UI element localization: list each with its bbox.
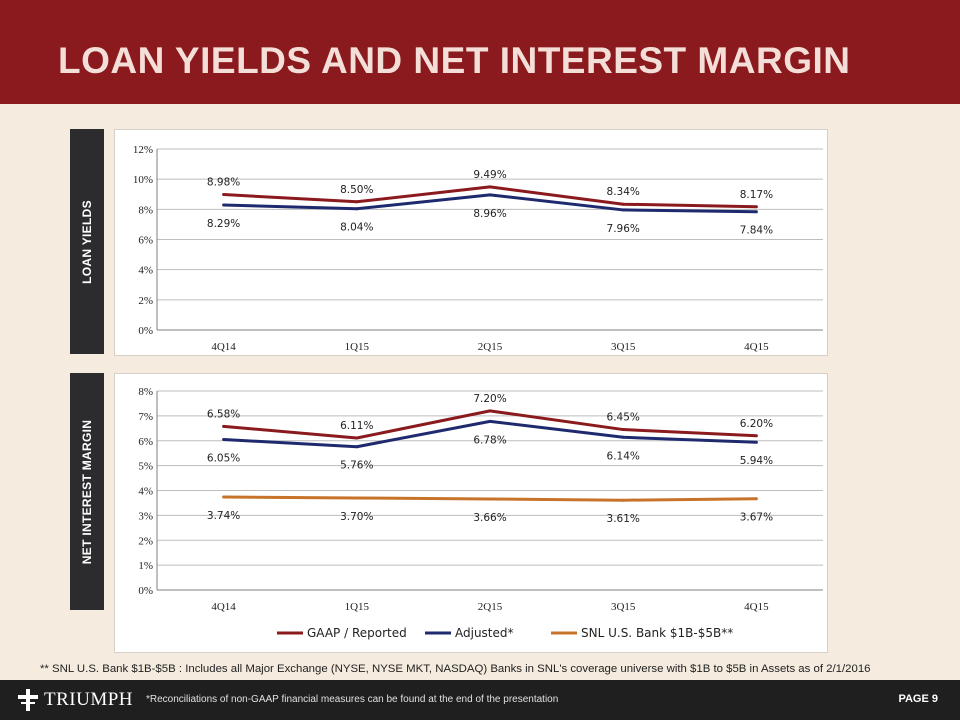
data-label: 6.45%: [607, 412, 640, 424]
data-label: 5.94%: [740, 455, 773, 467]
data-label: 5.76%: [340, 460, 373, 472]
y-tick-label: 2%: [138, 295, 153, 307]
data-point: [621, 208, 625, 212]
data-point: [754, 497, 758, 501]
data-label: 3.66%: [473, 512, 506, 524]
x-tick-label: 4Q15: [744, 601, 769, 613]
data-point: [621, 435, 625, 439]
data-label: 8.29%: [207, 218, 240, 230]
data-point: [222, 203, 226, 207]
triumph-cross-icon: [18, 689, 38, 711]
data-point: [621, 428, 625, 432]
y-tick-label: 8%: [138, 204, 153, 216]
data-label: 7.96%: [607, 223, 640, 235]
data-label: 6.58%: [207, 408, 240, 420]
data-point: [754, 210, 758, 214]
y-tick-label: 8%: [138, 386, 153, 398]
data-point: [621, 202, 625, 206]
data-point: [355, 207, 359, 211]
data-point: [355, 200, 359, 204]
nim-chart-svg: 0% 1% 2% 3% 4% 5% 6% 7% 8% 4Q14 1Q15 2Q15 3Q15 4Q15 6.…: [138, 386, 823, 640]
section-label-loan-yields: LOAN YIELDS: [70, 129, 104, 354]
data-point: [488, 409, 492, 413]
data-point: [488, 193, 492, 197]
data-label: 8.96%: [473, 208, 506, 220]
data-point: [621, 498, 625, 502]
y-tick-label: 7%: [138, 411, 153, 423]
data-label: 3.61%: [607, 513, 640, 525]
data-label: 9.49%: [473, 169, 506, 181]
y-tick-label: 4%: [138, 265, 153, 277]
y-tick-label: 1%: [138, 560, 153, 572]
data-point: [754, 434, 758, 438]
x-tick-label: 1Q15: [345, 341, 370, 353]
loan-yields-chart: 0% 2% 4% 6% 8% 10% 12% 4Q14 1Q15 2Q15 3Q15 4Q15 8.98…: [114, 129, 828, 356]
y-tick-label: 10%: [133, 174, 153, 186]
section-label-nim: NET INTEREST MARGIN: [70, 373, 104, 610]
footer-bar: TRIUMPH *Reconciliations of non-GAAP fin…: [0, 680, 960, 720]
data-label: 7.20%: [473, 393, 506, 405]
page-number: PAGE 9: [898, 693, 938, 705]
data-point: [222, 424, 226, 428]
page-title: LOAN YIELDS AND NET INTEREST MARGIN: [58, 40, 851, 81]
series-line: [223, 185, 757, 209]
reconciliation-note: *Reconciliations of non-GAAP financial m…: [146, 694, 559, 705]
data-label: 8.04%: [340, 222, 373, 234]
data-label: 6.78%: [473, 434, 506, 446]
data-point: [488, 497, 492, 501]
data-point: [222, 438, 226, 442]
data-point: [355, 436, 359, 440]
y-tick-label: 6%: [138, 235, 153, 247]
data-point: [222, 193, 226, 197]
data-label: 3.74%: [207, 510, 240, 522]
triumph-logo: TRIUMPH: [18, 689, 133, 711]
x-tick-label: 3Q15: [611, 601, 636, 613]
legend-label: SNL U.S. Bank $1B-$5B**: [581, 626, 733, 640]
header-bar: LOAN YIELDS AND NET INTEREST MARGIN: [0, 0, 960, 104]
y-tick-label: 12%: [133, 144, 153, 156]
y-tick-label: 0%: [138, 585, 153, 597]
x-tick-label: 2Q15: [478, 601, 503, 613]
data-label: 8.34%: [607, 186, 640, 198]
y-tick-label: 6%: [138, 436, 153, 448]
x-tick-label: 1Q15: [345, 601, 370, 613]
y-tick-label: 2%: [138, 535, 153, 547]
x-tick-label: 4Q14: [211, 341, 236, 353]
nim-chart: 0% 1% 2% 3% 4% 5% 6% 7% 8% 4Q14 1Q15 2Q15 3Q15 4Q15 6.…: [114, 373, 828, 653]
data-point: [222, 495, 226, 499]
data-point: [754, 205, 758, 209]
x-tick-label: 2Q15: [478, 341, 503, 353]
data-label: 7.84%: [740, 225, 773, 237]
data-label: 8.17%: [740, 189, 773, 201]
section-label-loan-yields-text: LOAN YIELDS: [80, 199, 94, 284]
logo-text: TRIUMPH: [44, 689, 134, 710]
footnote: ** SNL U.S. Bank $1B-$5B : Includes all …: [40, 663, 871, 675]
data-label: 6.11%: [340, 420, 373, 432]
x-tick-label: 3Q15: [611, 341, 636, 353]
y-tick-label: 0%: [138, 325, 153, 337]
data-point: [488, 185, 492, 189]
data-label: 8.50%: [340, 184, 373, 196]
data-label: 6.14%: [607, 450, 640, 462]
section-label-nim-text: NET INTEREST MARGIN: [80, 419, 94, 564]
y-tick-label: 4%: [138, 486, 153, 498]
data-point: [355, 445, 359, 449]
data-label: 6.20%: [740, 418, 773, 430]
y-tick-label: 5%: [138, 461, 153, 473]
loan-yields-chart-svg: 0% 2% 4% 6% 8% 10% 12% 4Q14 1Q15 2Q15 3Q15 4Q15 8.98…: [133, 144, 823, 353]
data-label: 3.67%: [740, 512, 773, 524]
legend-label: Adjusted*: [455, 626, 514, 640]
data-point: [488, 419, 492, 423]
data-label: 6.05%: [207, 453, 240, 465]
data-point: [355, 496, 359, 500]
y-tick-label: 3%: [138, 510, 153, 522]
data-point: [754, 440, 758, 444]
legend-label: GAAP / Reported: [307, 626, 407, 640]
x-tick-label: 4Q15: [744, 341, 769, 353]
data-label: 3.70%: [340, 511, 373, 523]
data-label: 8.98%: [207, 177, 240, 189]
x-tick-label: 4Q14: [211, 601, 236, 613]
